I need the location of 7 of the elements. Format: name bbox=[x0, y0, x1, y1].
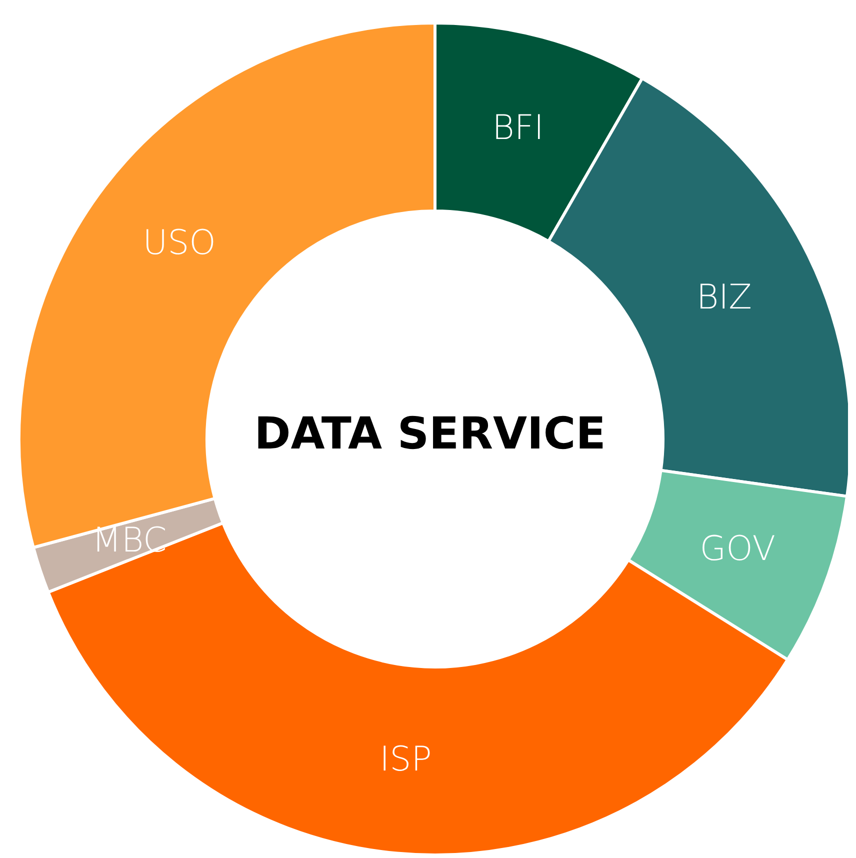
slice-label: BFI bbox=[492, 108, 544, 148]
slice-label: GOV bbox=[700, 529, 776, 570]
slice-label: ISP bbox=[380, 740, 432, 780]
slice-label: USO bbox=[142, 223, 216, 264]
slice-label: BIZ bbox=[696, 277, 752, 318]
slice-label: MBC bbox=[92, 520, 167, 560]
text: DATA SERVICE bbox=[254, 408, 606, 460]
